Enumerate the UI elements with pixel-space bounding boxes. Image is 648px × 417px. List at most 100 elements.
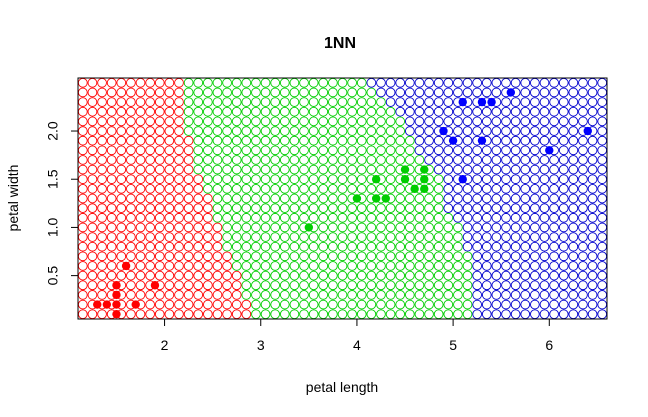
grid-cell-red	[145, 126, 155, 136]
grid-cell-green	[299, 241, 309, 252]
grid-cell-green	[299, 164, 309, 175]
grid-cell-blue	[462, 135, 473, 146]
grid-cell-green	[385, 212, 396, 223]
grid-cell-green	[318, 155, 329, 165]
grid-cell-red	[135, 145, 146, 156]
grid-cell-green	[376, 212, 386, 223]
grid-cell-green	[241, 97, 252, 107]
grid-cell-green	[366, 135, 377, 146]
grid-cell-blue	[578, 174, 588, 185]
grid-cell-red	[241, 309, 252, 320]
grid-cell-red	[116, 251, 127, 262]
grid-cell-green	[193, 164, 204, 175]
grid-cell-blue	[510, 126, 521, 136]
grid-cell-blue	[530, 145, 540, 156]
grid-cell-green	[308, 126, 319, 136]
grid-cell-blue	[481, 280, 492, 291]
grid-cell-green	[308, 106, 319, 117]
grid-cell-green	[433, 232, 444, 242]
grid-cell-red	[174, 203, 184, 213]
grid-cell-blue	[481, 232, 492, 242]
grid-cell-green	[183, 97, 194, 107]
grid-cell-blue	[501, 174, 511, 185]
grid-cell-green	[366, 212, 377, 223]
grid-cell-green	[289, 193, 300, 204]
grid-cell-red	[116, 232, 127, 242]
grid-cell-green	[347, 241, 357, 252]
grid-cell-green	[356, 222, 367, 233]
grid-cell-blue	[568, 309, 579, 320]
grid-cell-red	[116, 126, 127, 136]
grid-cell-red	[87, 77, 98, 88]
grid-cell-green	[279, 155, 290, 165]
grid-cell-green	[356, 280, 367, 291]
grid-cell-red	[193, 309, 204, 320]
grid-cell-green	[366, 299, 377, 310]
grid-cell-green	[203, 126, 213, 136]
grid-cell-blue	[539, 222, 550, 233]
grid-cell-blue	[530, 270, 540, 281]
grid-cell-blue	[443, 164, 454, 175]
grid-cell-red	[212, 251, 223, 262]
grid-cell-red	[212, 309, 223, 320]
grid-cell-blue	[491, 87, 502, 98]
grid-cell-green	[337, 290, 348, 300]
grid-cell-green	[453, 222, 463, 233]
grid-cell-red	[164, 184, 175, 194]
grid-cell-green	[270, 193, 281, 204]
grid-cell-green	[279, 174, 290, 185]
grid-cell-green	[337, 251, 348, 262]
grid-cell-green	[251, 290, 261, 300]
grid-cell-red	[222, 290, 232, 300]
grid-cell-green	[337, 280, 348, 291]
grid-cell-blue	[539, 232, 550, 242]
grid-cell-green	[328, 232, 338, 242]
grid-cell-blue	[404, 126, 415, 136]
training-point-red	[112, 290, 121, 300]
grid-cell-red	[77, 174, 88, 185]
grid-cell-blue	[549, 174, 559, 185]
grid-cell-green	[462, 280, 473, 291]
grid-cell-red	[231, 280, 242, 291]
grid-cell-blue	[424, 87, 434, 98]
grid-cell-green	[299, 184, 309, 194]
grid-cell-green	[299, 135, 309, 146]
grid-cell-red	[164, 97, 175, 107]
grid-cell-blue	[539, 280, 550, 291]
grid-cell-blue	[510, 299, 521, 310]
grid-cell-red	[97, 309, 107, 320]
grid-cell-red	[193, 290, 204, 300]
grid-cell-red	[126, 155, 136, 165]
grid-cell-red	[164, 241, 175, 252]
grid-cell-blue	[539, 164, 550, 175]
training-point-red	[131, 300, 140, 309]
grid-cell-green	[222, 145, 232, 156]
grid-cell-blue	[597, 116, 608, 127]
grid-cell-blue	[587, 203, 598, 213]
grid-cell-red	[193, 193, 204, 204]
grid-cell-blue	[385, 97, 396, 107]
grid-cell-green	[404, 241, 415, 252]
grid-cell-green	[241, 155, 252, 165]
grid-cell-blue	[376, 77, 386, 88]
grid-cell-blue	[520, 87, 531, 98]
grid-cell-green	[308, 261, 319, 271]
grid-cell-green	[212, 193, 223, 204]
grid-cell-red	[203, 270, 213, 281]
grid-cell-blue	[578, 77, 588, 88]
grid-cell-blue	[472, 241, 483, 252]
grid-cell-blue	[366, 77, 377, 88]
grid-cell-red	[203, 251, 213, 262]
grid-cell-green	[328, 290, 338, 300]
grid-cell-green	[414, 290, 425, 300]
grid-cell-green	[366, 164, 377, 175]
grid-cell-red	[231, 309, 242, 320]
grid-cell-blue	[530, 251, 540, 262]
grid-cell-red	[212, 280, 223, 291]
grid-cell-red	[222, 251, 232, 262]
grid-cell-blue	[491, 261, 502, 271]
grid-cell-green	[289, 135, 300, 146]
grid-cell-green	[270, 97, 281, 107]
grid-cell-green	[289, 222, 300, 233]
grid-cell-red	[77, 309, 88, 320]
